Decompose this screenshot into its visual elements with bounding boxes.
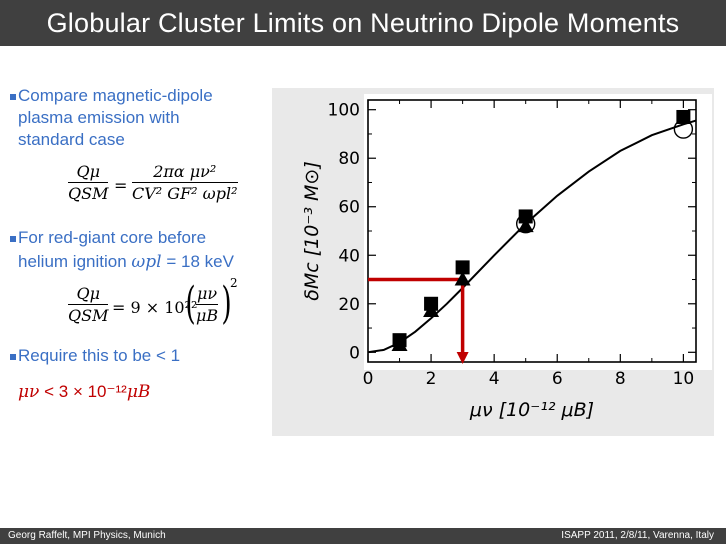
x-tick-label: 8 bbox=[615, 369, 626, 389]
slide-title: Globular Cluster Limits on Neutrino Dipo… bbox=[46, 7, 680, 38]
y-tick-label: 60 bbox=[338, 198, 360, 218]
bullet-marker bbox=[10, 354, 16, 360]
eq2-den-left: QSM bbox=[68, 306, 109, 325]
y-tick-label: 20 bbox=[338, 295, 360, 315]
bullet-2-line-2: helium ignition ωpl = 18 keV bbox=[18, 252, 234, 272]
bullet-3: Require this to be < 1 bbox=[18, 346, 181, 365]
result-line: μν < 3 × 10⁻¹²μB bbox=[18, 382, 151, 402]
eq2-num-left: Qμ bbox=[76, 284, 100, 303]
x-tick-label: 10 bbox=[673, 369, 695, 389]
eq1-equals: = bbox=[114, 176, 128, 195]
limit-arrow-head bbox=[456, 352, 469, 364]
triangle-point bbox=[391, 337, 408, 352]
bullet-1-line-2: plasma emission with bbox=[18, 108, 180, 127]
x-tick-label: 2 bbox=[426, 369, 437, 389]
bullet-marker bbox=[10, 94, 16, 100]
eq2-exponent: 2 bbox=[230, 276, 238, 290]
square-point bbox=[455, 260, 470, 275]
x-axis-label: μν [10⁻¹² μB] bbox=[469, 399, 594, 421]
eq1-num-right: 2πα μν² bbox=[153, 162, 217, 181]
triangle-point bbox=[517, 218, 534, 233]
eq1-num-left: Qμ bbox=[76, 162, 100, 181]
bullet-2-line-1: For red-giant core before bbox=[18, 228, 207, 247]
eq2-paren-den: μB bbox=[196, 306, 219, 325]
y-tick-label: 100 bbox=[328, 101, 360, 121]
eq2-right-paren: ) bbox=[221, 278, 232, 329]
footer-left: Georg Raffelt, MPI Physics, Munich bbox=[8, 530, 166, 541]
eq1-left-fraction: Qμ QSM bbox=[68, 162, 109, 203]
result-text: < 3 × 10⁻¹² bbox=[44, 382, 127, 401]
bullet-marker bbox=[10, 236, 16, 242]
eq1-den-right: CV² GF² ωpl² bbox=[132, 184, 238, 203]
triangle-point bbox=[454, 271, 471, 286]
eq2-left-paren: ( bbox=[185, 278, 196, 329]
chart-panel: 0 2 4 6 8 10 0 20 40 60 80 100 μν [10⁻¹² μB] δMc [10⁻… bbox=[272, 88, 714, 436]
y-axis-label: δMc [10⁻³ M⊙] bbox=[301, 161, 323, 301]
footer-bar: Georg Raffelt, MPI Physics, Munich ISAPP… bbox=[0, 528, 726, 544]
eq2-left-fraction: Qμ QSM bbox=[68, 284, 109, 325]
x-tick-label: 4 bbox=[489, 369, 500, 389]
y-tick-label: 40 bbox=[338, 246, 360, 266]
bullet-1-line-3: standard case bbox=[18, 130, 125, 149]
plot-background bbox=[364, 94, 712, 370]
footer-right: ISAPP 2011, 2/8/11, Varenna, Italy bbox=[561, 530, 714, 541]
eq2-paren-fraction: μν μB bbox=[196, 284, 219, 325]
y-tick-label: 0 bbox=[349, 343, 360, 363]
title-bar: Globular Cluster Limits on Neutrino Dipo… bbox=[0, 0, 726, 46]
bullet-1-line-1: Compare magnetic-dipole bbox=[18, 86, 213, 105]
x-tick-label: 0 bbox=[363, 369, 374, 389]
circle-point bbox=[673, 119, 694, 139]
eq2-paren-num: μν bbox=[197, 284, 218, 303]
eq1-right-fraction: 2πα μν² CV² GF² ωpl² bbox=[132, 162, 238, 203]
eq1-den-left: QSM bbox=[68, 184, 109, 203]
y-tick-label: 80 bbox=[338, 149, 360, 169]
triangle-point bbox=[423, 303, 440, 318]
omega-pl-symbol: ωpl bbox=[131, 252, 162, 272]
circle-point bbox=[515, 214, 536, 234]
x-tick-label: 6 bbox=[552, 369, 563, 389]
square-point bbox=[518, 209, 533, 224]
eq2-middle: = 9 × 10²² bbox=[112, 298, 198, 317]
